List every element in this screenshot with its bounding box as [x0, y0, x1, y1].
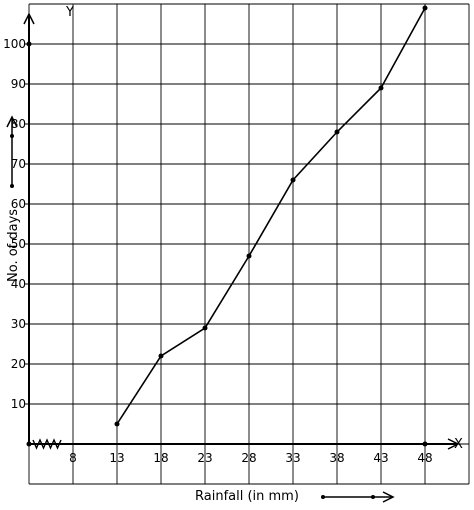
axis-break-zigzag: [32, 438, 62, 450]
grid: [28, 3, 470, 485]
x-tick-label: 8: [69, 451, 77, 465]
data-point: [114, 421, 120, 427]
y-tick-label: 40: [11, 277, 26, 291]
data-point: [290, 177, 296, 183]
x-axis-arrowhead: [447, 438, 460, 450]
data-point: [158, 353, 164, 359]
x-tick-label: 48: [417, 451, 432, 465]
y-tick-label: 10: [11, 397, 26, 411]
y-tick-label: 30: [11, 317, 26, 331]
y-tick-label: 20: [11, 357, 26, 371]
x-tick-label: 13: [109, 451, 124, 465]
data-point: [334, 129, 340, 135]
y-tick-label: 90: [11, 77, 26, 91]
y-axis-letter: Y: [65, 5, 74, 20]
x-tick-label: 43: [373, 451, 388, 465]
y-axis-title-arrow: [6, 115, 18, 188]
series-line: [116, 7, 426, 425]
series-line-path: [116, 7, 426, 425]
x-tick-label: 18: [153, 451, 168, 465]
x-axis-title-arrow: [321, 491, 395, 503]
y-tick-label: 100: [3, 37, 26, 51]
x-axis-dot: [422, 441, 428, 447]
data-points: [114, 5, 428, 427]
origin-dot: [26, 441, 32, 447]
y-tick-label: 60: [11, 197, 26, 211]
x-tick-label: 33: [285, 451, 300, 465]
x-tick-label: 38: [329, 451, 344, 465]
data-point: [246, 253, 252, 259]
y-axis-title: No. of days: [6, 209, 21, 282]
y-tick-label: 50: [11, 237, 26, 251]
x-tick-label: 28: [241, 451, 256, 465]
x-axis-title: Rainfall (in mm): [195, 489, 299, 504]
data-point: [202, 325, 208, 331]
data-point: [378, 85, 384, 91]
data-point: [422, 5, 428, 11]
y-tick-label: 70: [11, 157, 26, 171]
x-axis-letter: X: [454, 437, 463, 452]
y-axis-arrowhead: [23, 12, 35, 25]
x-tick-label: 23: [197, 451, 212, 465]
axes: [23, 12, 460, 450]
